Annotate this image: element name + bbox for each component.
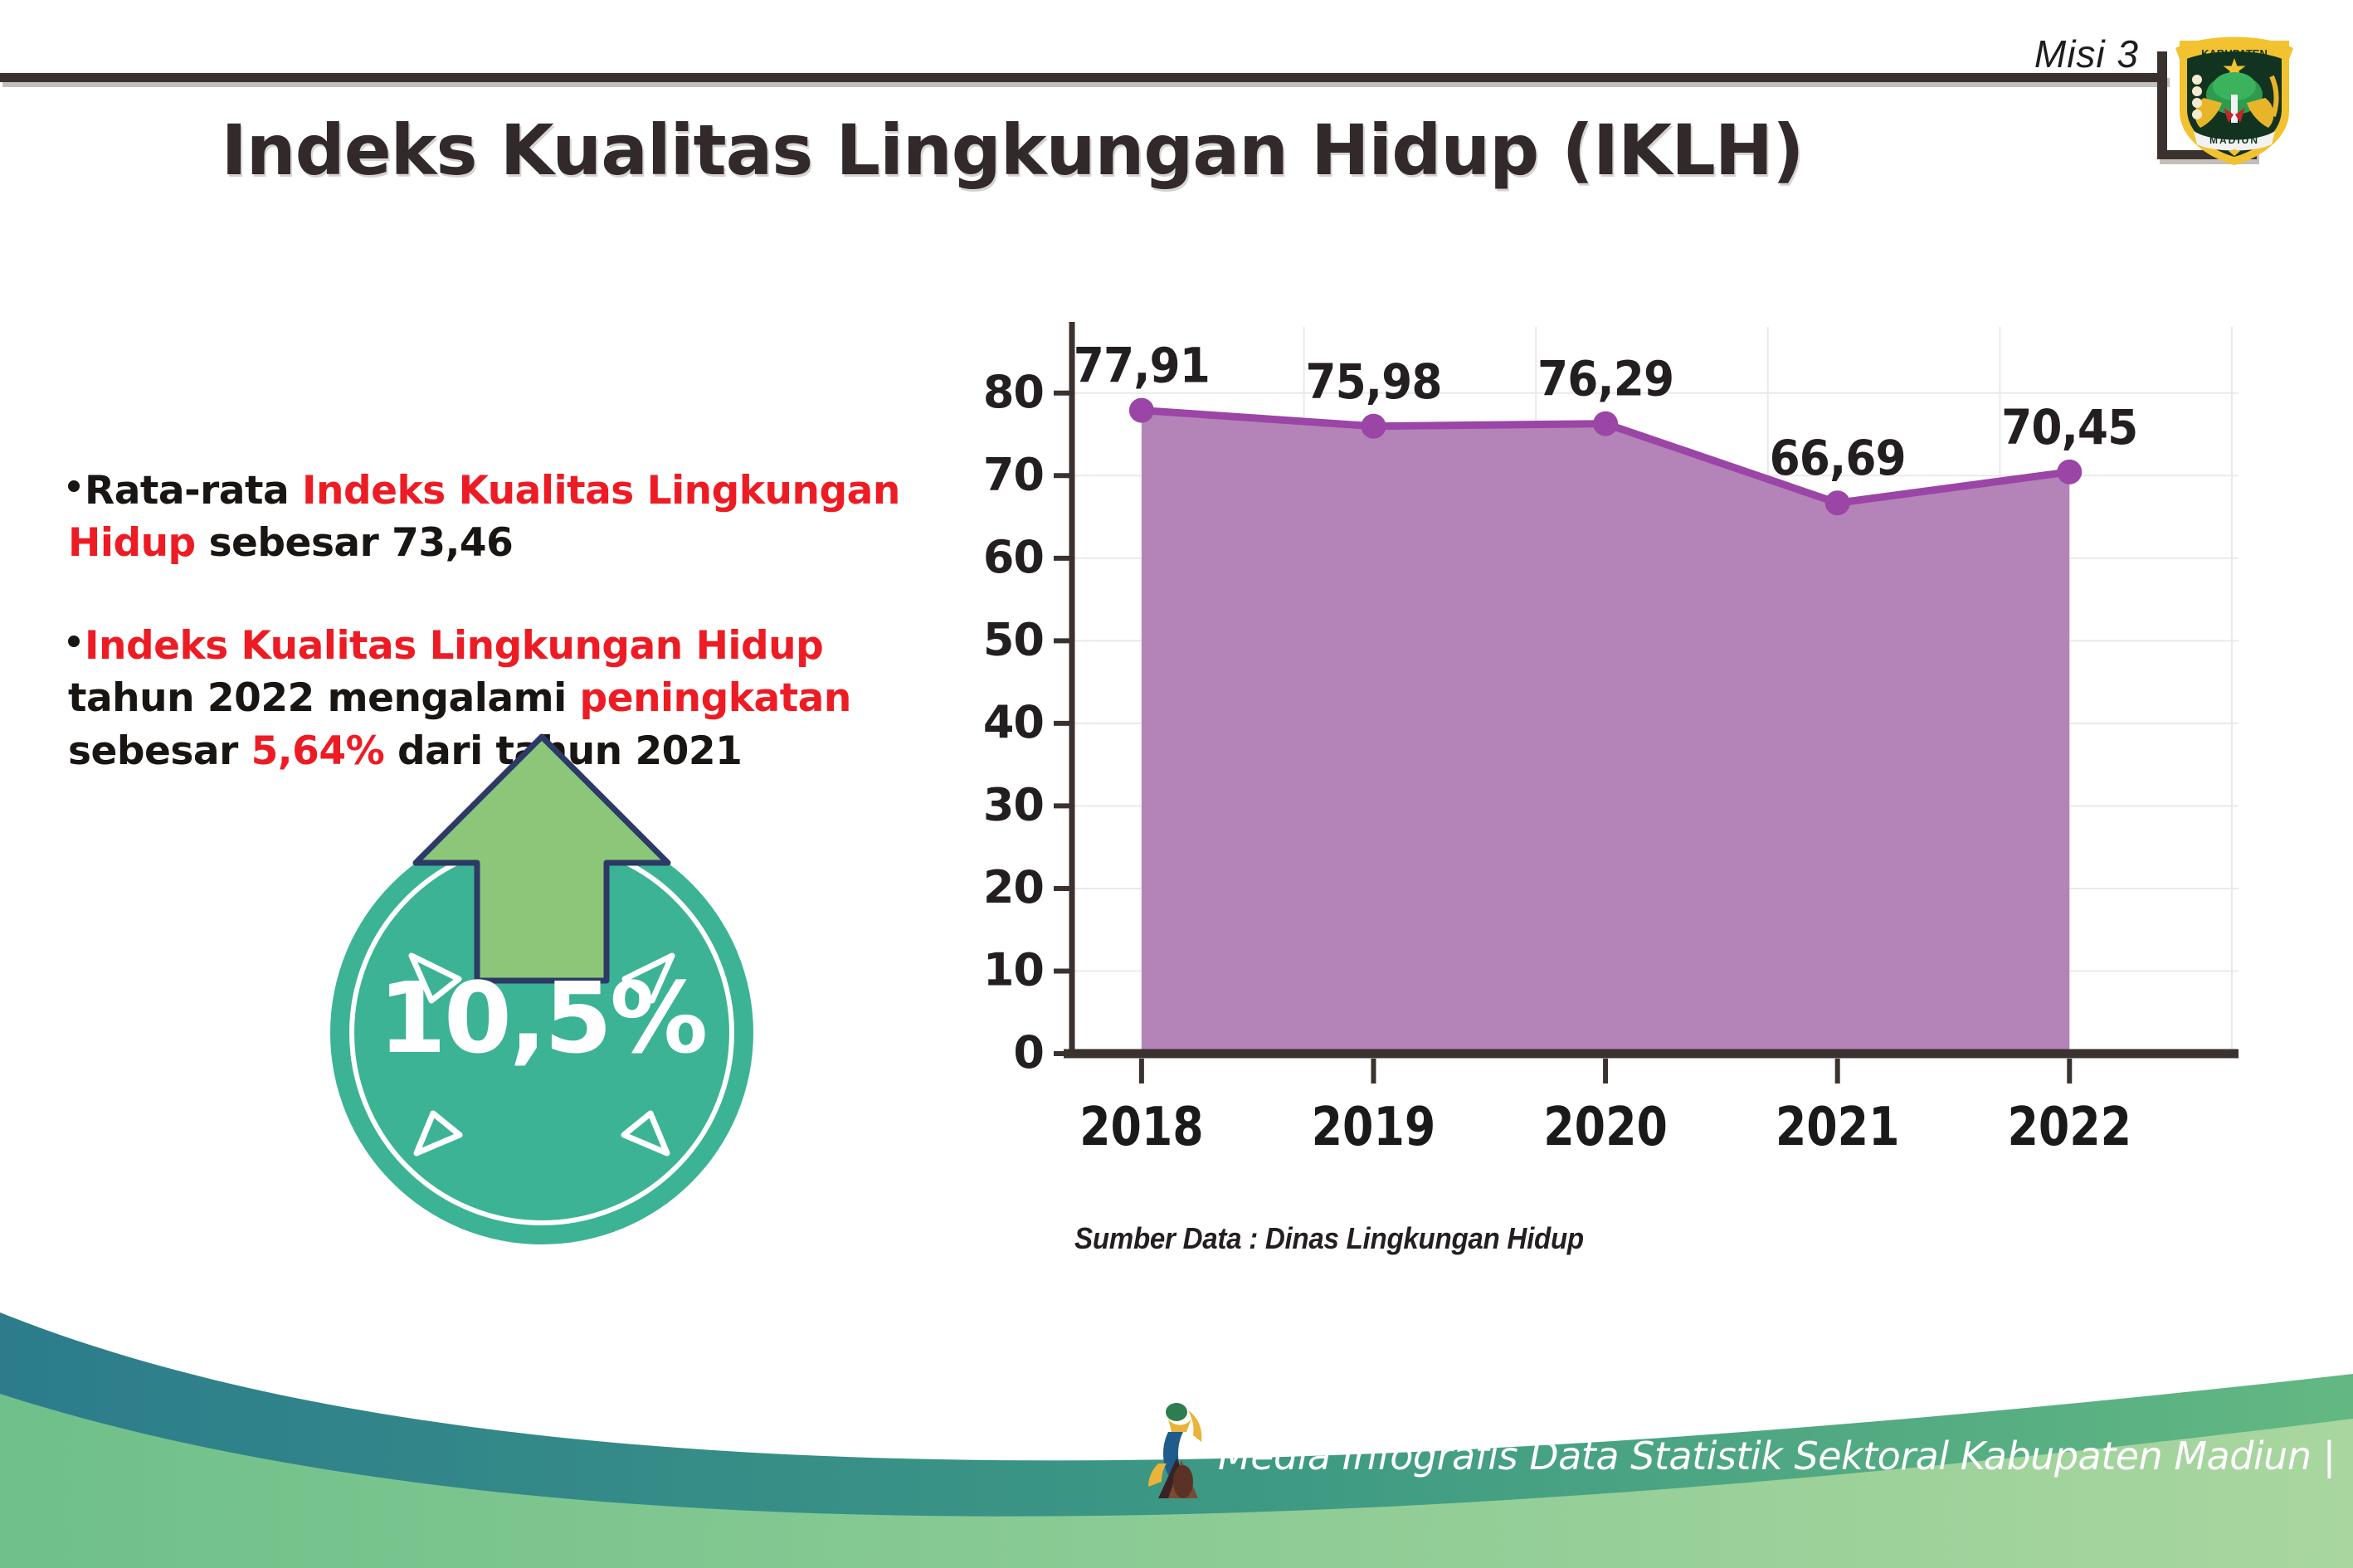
y-tick-label: 20 bbox=[983, 861, 1044, 913]
bullet-1-part-0: Indeks Kualitas Lingkungan Hidup bbox=[85, 622, 824, 669]
bullet-dot-icon bbox=[68, 480, 80, 492]
increase-badge: 10,5% bbox=[330, 733, 753, 1244]
bullet-1-part-2: peningkatan bbox=[579, 675, 852, 722]
footer-wave bbox=[0, 1294, 2353, 1568]
chart-axes bbox=[1054, 322, 2239, 1083]
data-point-marker-2021 bbox=[1824, 490, 1850, 516]
page-title: Indeks Kualitas Lingkungan Hidup (IKLH) bbox=[221, 110, 1805, 191]
data-label-2020: 76,29 bbox=[1537, 352, 1673, 408]
y-tick-label: 0 bbox=[1013, 1026, 1044, 1079]
crest-top-text: KABUPATEN bbox=[2201, 47, 2268, 60]
bullet-0-part-0: Rata-rata bbox=[85, 468, 303, 514]
chart-tick-labels: 0 10 20 30 40 50 60 70 80 2018 2019 2020 2021 2022 bbox=[983, 366, 2131, 1157]
data-point-marker-2018 bbox=[1128, 397, 1154, 423]
chart-data-labels: 77,91 75,98 76,29 66,69 70,45 bbox=[1074, 338, 2138, 486]
misi-label: Misi 3 bbox=[2034, 32, 2139, 75]
bullet-0-part-2: sebesar 73,46 bbox=[195, 520, 514, 567]
header-divider-line bbox=[0, 73, 2167, 82]
bullet-dot-icon bbox=[68, 635, 80, 647]
y-tick-label: 70 bbox=[983, 448, 1044, 500]
kabupaten-madiun-crest-icon: KABUPATEN MADIUN bbox=[2164, 18, 2305, 168]
x-tick-label-2022: 2022 bbox=[2007, 1095, 2131, 1157]
iklh-area-chart: 0 10 20 30 40 50 60 70 80 2018 2019 2020 2021 2022 77… bbox=[954, 274, 2282, 1178]
crest-bottom-text: MADIUN bbox=[2209, 134, 2259, 146]
header-divider-riser bbox=[2157, 51, 2167, 159]
badge-corner-marks bbox=[408, 952, 675, 1157]
bullet-1-part-4: 5,64% bbox=[251, 728, 385, 774]
chart-source-note: Sumber Data : Dinas Lingkungan Hidup bbox=[1074, 1221, 1584, 1255]
y-tick-label: 30 bbox=[983, 778, 1044, 830]
y-tick-label: 80 bbox=[983, 366, 1044, 418]
y-tick-label: 50 bbox=[983, 613, 1044, 665]
header-divider-foot bbox=[2157, 150, 2257, 159]
data-point-marker-2022 bbox=[2057, 459, 2083, 485]
bullet-1-part-1: tahun 2022 mengalami bbox=[68, 675, 580, 722]
y-tick-label: 10 bbox=[983, 943, 1044, 996]
badge-percentage-value: 10,5% bbox=[378, 961, 708, 1075]
data-point-marker-2019 bbox=[1361, 413, 1386, 439]
data-label-2022: 70,45 bbox=[2001, 400, 2137, 456]
y-tick-label: 40 bbox=[983, 696, 1044, 748]
data-label-2019: 75,98 bbox=[1305, 354, 1441, 411]
x-tick-label-2018: 2018 bbox=[1079, 1095, 1204, 1157]
up-arrow-icon bbox=[412, 733, 671, 984]
chart-area-series bbox=[1128, 397, 2083, 1054]
data-point-marker-2020 bbox=[1593, 411, 1619, 436]
footer-caption: Media Infografis Data Statistik Sektoral… bbox=[1218, 1434, 2336, 1478]
x-tick-label-2019: 2019 bbox=[1312, 1095, 1436, 1157]
bullet-0-rich: Rata-rata Indeks Kualitas Lingkungan Hid… bbox=[68, 468, 900, 566]
data-label-2021: 66,69 bbox=[1770, 431, 1906, 487]
area-fill bbox=[1141, 410, 2070, 1054]
bullet-1-part-3: sebesar bbox=[68, 728, 251, 774]
y-tick-label: 60 bbox=[983, 531, 1044, 583]
x-tick-label-2020: 2020 bbox=[1543, 1095, 1668, 1157]
data-label-2018: 77,91 bbox=[1074, 338, 1210, 394]
x-tick-label-2021: 2021 bbox=[1776, 1095, 1900, 1157]
dancer-statistic-logo-icon bbox=[1143, 1399, 1235, 1507]
list-item: Rata-rata Indeks Kualitas Lingkungan Hid… bbox=[68, 465, 948, 570]
bullet-0-part-1: Indeks Kualitas Lingkungan Hidup bbox=[68, 468, 900, 567]
